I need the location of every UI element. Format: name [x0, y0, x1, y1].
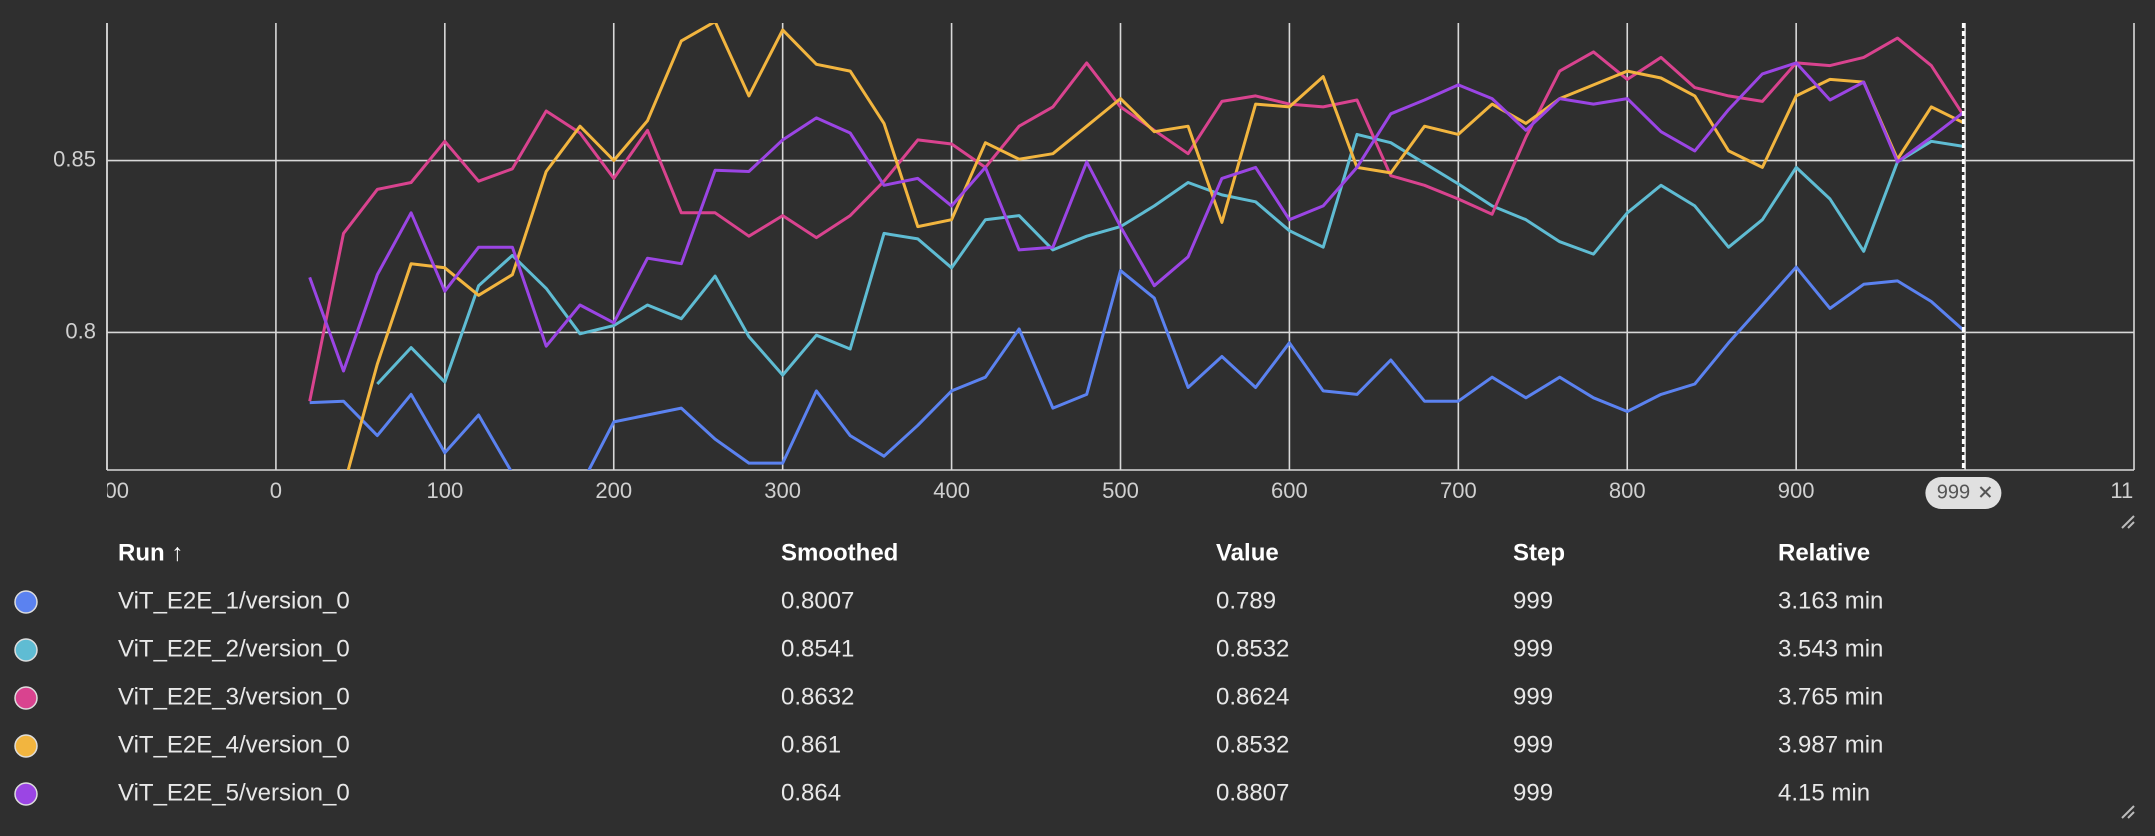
table-cell: 0.789	[1216, 587, 1276, 614]
series-line	[308, 61, 1965, 373]
table-cell: 0.8624	[1216, 683, 1289, 710]
run-color-dot[interactable]	[14, 638, 38, 662]
table-cell: ViT_E2E_3/version_0	[118, 683, 350, 710]
x-tick-label: 0	[270, 478, 282, 503]
table-cell: 0.8532	[1216, 635, 1289, 662]
table-cell: 3.765 min	[1778, 683, 1883, 710]
table-cell: 3.163 min	[1778, 587, 1883, 614]
x-axis: -100010020030040050060070080090010001100	[85, 478, 2155, 503]
badge-close[interactable]	[1979, 486, 1992, 498]
table-cell: 0.864	[781, 779, 841, 806]
resize-handle[interactable]	[2121, 515, 2135, 529]
column-header[interactable]: Smoothed	[781, 539, 898, 566]
x-tick-label: 700	[1440, 478, 1477, 503]
x-tick-label: 200	[595, 478, 632, 503]
x-tick-label: 500	[1102, 478, 1139, 503]
x-tick-label: 100	[426, 478, 463, 503]
table-cell: 999	[1513, 587, 1553, 614]
series-line	[309, 265, 1965, 470]
table-cell: 999	[1513, 635, 1553, 662]
column-header[interactable]: Run ↑	[118, 539, 183, 566]
table-cell: 3.987 min	[1778, 731, 1883, 758]
step-badge-label: 999	[1937, 481, 1970, 503]
run-color-dot[interactable]	[14, 686, 38, 710]
table-cell: 0.8632	[781, 683, 854, 710]
x-tick-label: 600	[1271, 478, 1308, 503]
series-line	[346, 23, 1965, 470]
x-tick-label: 300	[764, 478, 801, 503]
table-cell: 4.15 min	[1778, 779, 1870, 806]
table-cell: 999	[1513, 779, 1553, 806]
x-tick-label: 400	[933, 478, 970, 503]
table-cell: 3.543 min	[1778, 635, 1883, 662]
plot-area	[308, 23, 1965, 470]
table-cell: ViT_E2E_4/version_0	[118, 731, 350, 758]
table-cell: ViT_E2E_2/version_0	[118, 635, 350, 662]
table-cell: 0.8807	[1216, 779, 1289, 806]
table-cell: 999	[1513, 683, 1553, 710]
table-cell: ViT_E2E_1/version_0	[118, 587, 350, 614]
series-line	[376, 132, 1964, 386]
table-cell: ViT_E2E_5/version_0	[118, 779, 350, 806]
table-cell: 0.8541	[781, 635, 854, 662]
column-header[interactable]: Relative	[1778, 539, 1870, 566]
y-tick-label: 0.85	[53, 146, 96, 171]
column-header[interactable]: Step	[1513, 539, 1565, 566]
resize-handle[interactable]	[2121, 805, 2135, 819]
run-color-dot[interactable]	[14, 734, 38, 758]
table-cell: 0.8007	[781, 587, 854, 614]
run-color-dot[interactable]	[14, 590, 38, 614]
x-tick-label: 800	[1609, 478, 1646, 503]
series-line	[308, 36, 1965, 402]
x-tick-label: -100	[85, 478, 129, 503]
x-tick-label: 1100	[2110, 478, 2155, 503]
table-cell: 999	[1513, 731, 1553, 758]
step-badge[interactable]	[1925, 477, 2002, 509]
column-header[interactable]: Value	[1216, 539, 1279, 566]
table-cell: 0.8532	[1216, 731, 1289, 758]
x-tick-label: 900	[1778, 478, 1815, 503]
table-cell: 0.861	[781, 731, 841, 758]
y-tick-label: 0.8	[65, 318, 96, 343]
data-table: Run ↑ Smoothed Value Step Relative ViT_E2E_1/…	[14, 539, 1883, 806]
run-color-dot[interactable]	[14, 782, 38, 806]
